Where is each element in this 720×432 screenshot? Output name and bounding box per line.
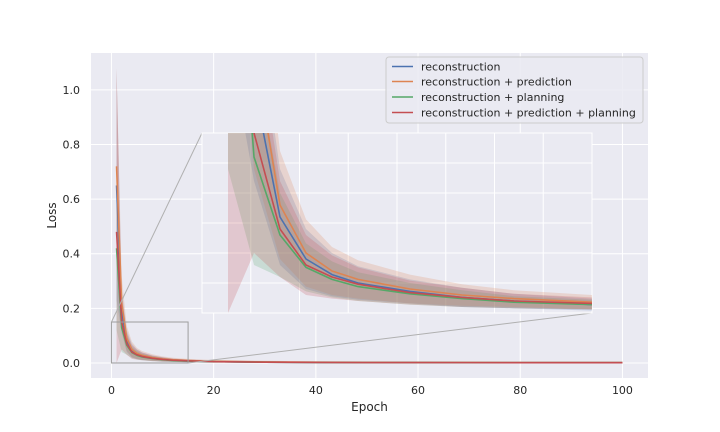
inset-series-lines (251, 133, 592, 306)
y-tick-label: 0.2 (63, 302, 81, 315)
y-tick-label: 0.8 (63, 138, 81, 151)
inset-connectors (110, 132, 593, 364)
y-tick-label: 0.4 (63, 248, 81, 261)
y-tick-labels: 0.0 0.2 0.4 0.6 0.8 1.0 (63, 84, 81, 370)
x-tick-label: 40 (309, 384, 323, 397)
legend-label-reconstruction-planning: reconstruction + planning (421, 91, 564, 104)
legend-frame (385, 56, 644, 124)
y-tick-label: 0.6 (63, 193, 81, 206)
x-tick-label: 100 (612, 384, 633, 397)
zoom-connector-line (110, 132, 203, 323)
x-tick-label: 0 (108, 384, 115, 397)
inset-line-reconstruction-planning (251, 133, 592, 306)
inset-band-reconstruction-prediction (250, 133, 592, 310)
inset-confidence-bands (228, 133, 592, 313)
inset-grid-lines (202, 133, 592, 313)
inset-line-reconstruction-prediction (267, 133, 592, 304)
inset-band-reconstruction (245, 133, 592, 311)
legend: reconstruction reconstruction + predicti… (385, 56, 644, 124)
legend-label-reconstruction-prediction-planning: reconstruction + prediction + planning (421, 107, 636, 120)
legend-label-reconstruction-prediction: reconstruction + prediction (421, 76, 572, 89)
inset-line-reconstruction-prediction-planning (253, 133, 592, 305)
y-tick-label: 0.0 (63, 357, 81, 370)
legend-label-reconstruction: reconstruction (421, 61, 500, 74)
x-tick-labels: 0 20 40 60 80 100 (108, 384, 633, 397)
zoom-region-box (110, 321, 189, 364)
zoom-connector-line (188, 312, 593, 364)
y-tick-label: 1.0 (63, 84, 81, 97)
x-tick-label: 20 (207, 384, 221, 397)
x-axis-title: Epoch (351, 400, 388, 414)
inset-band-reconstruction-prediction-planning (228, 133, 592, 313)
x-tick-label: 60 (411, 384, 425, 397)
y-axis-title: Loss (45, 202, 59, 228)
inset-band-reconstruction-planning (228, 133, 592, 310)
zoom-inset (201, 132, 593, 314)
x-tick-label: 80 (513, 384, 527, 397)
inset-line-reconstruction (262, 133, 592, 306)
